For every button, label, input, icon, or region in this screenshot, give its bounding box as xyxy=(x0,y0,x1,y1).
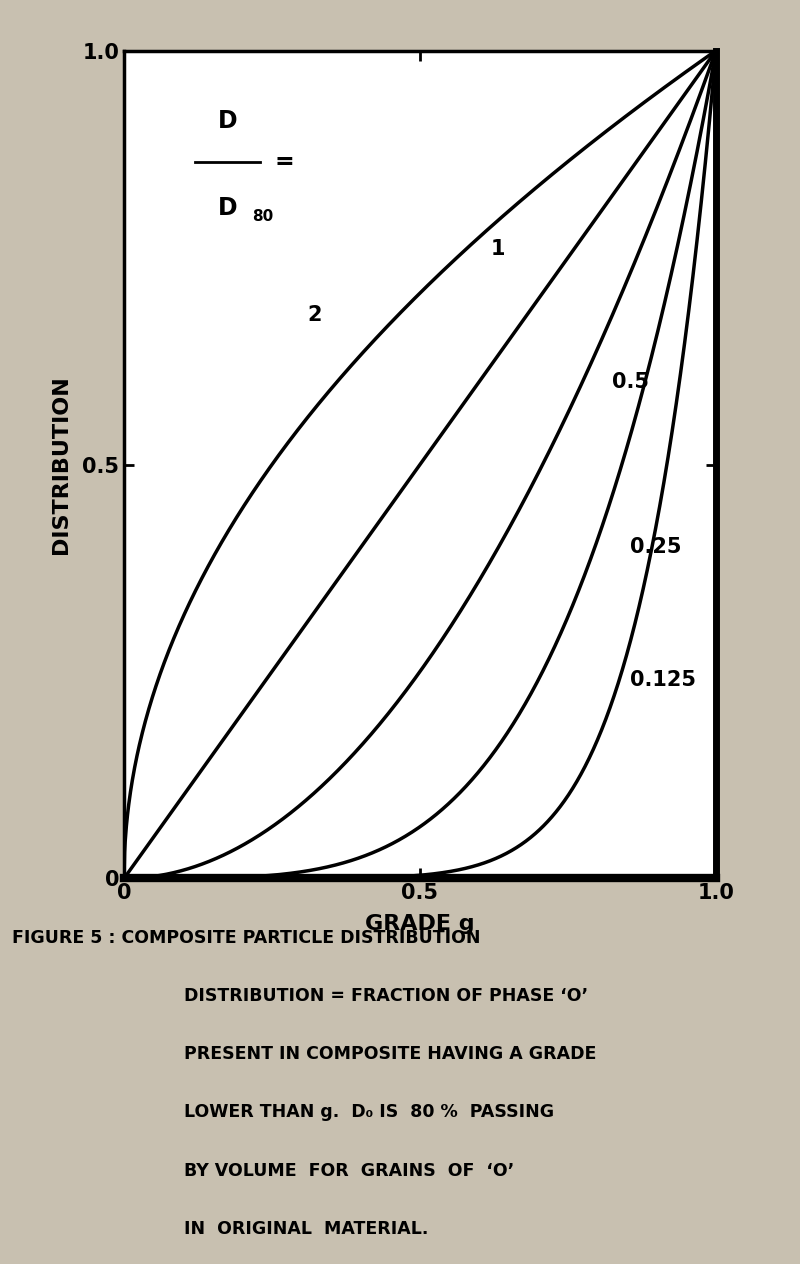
Text: =: = xyxy=(275,150,294,174)
X-axis label: GRADE g: GRADE g xyxy=(365,914,475,934)
Text: D: D xyxy=(218,109,238,133)
Text: D: D xyxy=(218,196,238,220)
Text: 0.5: 0.5 xyxy=(613,372,650,392)
Text: 1: 1 xyxy=(491,239,506,259)
Text: PRESENT IN COMPOSITE HAVING A GRADE: PRESENT IN COMPOSITE HAVING A GRADE xyxy=(184,1045,596,1063)
Text: DISTRIBUTION = FRACTION OF PHASE ‘O’: DISTRIBUTION = FRACTION OF PHASE ‘O’ xyxy=(184,987,588,1005)
Text: 80: 80 xyxy=(253,209,274,224)
Text: IN  ORIGINAL  MATERIAL.: IN ORIGINAL MATERIAL. xyxy=(184,1220,428,1237)
Text: 2: 2 xyxy=(307,306,322,326)
Text: 0.25: 0.25 xyxy=(630,537,682,557)
Text: 0.125: 0.125 xyxy=(630,670,696,690)
Text: BY VOLUME  FOR  GRAINS  OF  ‘O’: BY VOLUME FOR GRAINS OF ‘O’ xyxy=(184,1162,514,1179)
Y-axis label: DISTRIBUTION: DISTRIBUTION xyxy=(51,375,71,554)
Text: LOWER THAN g.  D₀ IS  80 %  PASSING: LOWER THAN g. D₀ IS 80 % PASSING xyxy=(184,1103,554,1121)
Text: FIGURE 5 : COMPOSITE PARTICLE DISTRIBUTION: FIGURE 5 : COMPOSITE PARTICLE DISTRIBUTI… xyxy=(12,929,481,947)
